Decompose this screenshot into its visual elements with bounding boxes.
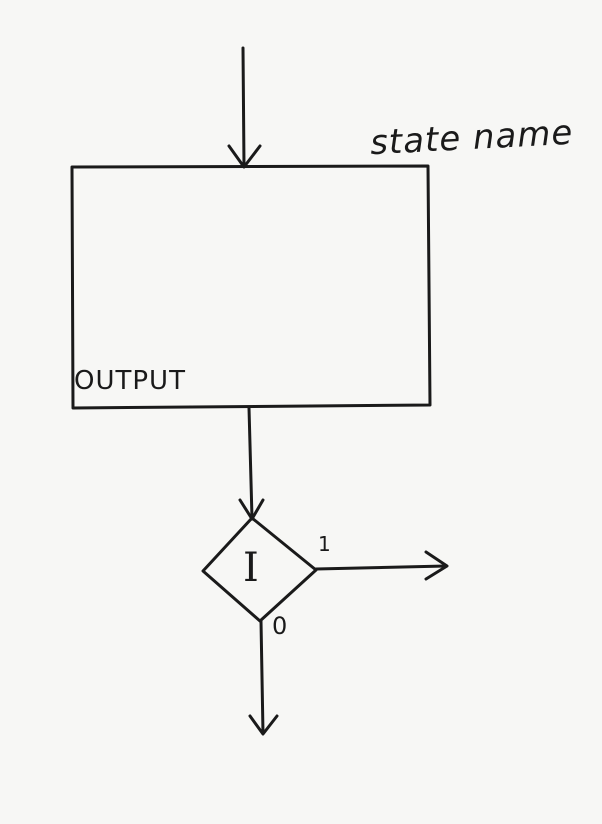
decision-variable-label: I	[243, 545, 259, 591]
entry-arrow-line	[241, 46, 246, 168]
decision-diamond	[201, 516, 318, 623]
true-branch-line	[314, 564, 448, 571]
false-branch-label: 0	[272, 612, 288, 640]
output-label: OUTPUT	[74, 366, 186, 396]
true-branch-label: 1	[318, 532, 331, 556]
state-to-decision-line	[247, 406, 254, 520]
false-branch-line	[259, 619, 265, 735]
state-box	[70, 164, 432, 410]
false-branch-head	[248, 714, 279, 736]
true-branch-head	[424, 550, 449, 581]
